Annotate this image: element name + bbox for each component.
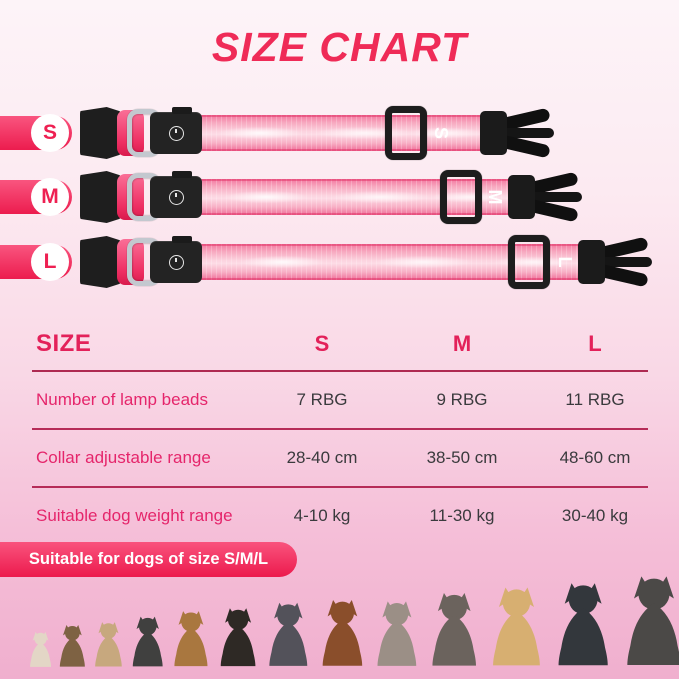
row-label: Number of lamp beads: [36, 390, 208, 409]
cell-value: 9 RBG: [436, 390, 488, 409]
buckle-base: [480, 111, 507, 155]
dog-chow-mix-brown: [315, 570, 370, 668]
cell-value: 7 RBG: [296, 390, 348, 409]
size-table-header: SIZE S M L: [32, 318, 648, 372]
dog-size-lineup: [26, 534, 679, 668]
collar-size-letter-l: L: [555, 256, 575, 268]
collar-adjuster-slider: [440, 170, 482, 224]
collar-adjuster-slider: [508, 235, 550, 289]
buckle-prong-center: [502, 128, 554, 138]
page-title: SIZE CHART: [211, 24, 468, 70]
cell-value: 11-30 kg: [429, 506, 495, 525]
collar-size-letter-s: S: [431, 126, 451, 139]
table-row-adjustable-range: Collar adjustable range 28-40 cm 38-50 c…: [32, 430, 648, 488]
size-table: SIZE S M L Number of lamp beads 7 RBG 9 …: [32, 318, 648, 544]
dog-shih-tzu: [90, 602, 127, 668]
dog-pitbull: [424, 560, 484, 668]
collar-battery-box: [150, 107, 202, 154]
size-table-header-col-m: M: [452, 331, 472, 356]
cell-value: 28-40 cm: [286, 448, 358, 467]
buckle-base: [508, 175, 535, 219]
row-label: Collar adjustable range: [36, 448, 211, 467]
collar-size-letter-m: M: [485, 189, 505, 205]
dog-french-bulldog: [127, 594, 168, 668]
collar-image-l: L: [0, 227, 679, 297]
buckle-prong-center: [530, 192, 582, 202]
collar-battery-box: [150, 236, 202, 283]
collar-buckle-male: [508, 162, 590, 232]
dog-husky: [549, 546, 617, 668]
dog-chihuahua: [26, 616, 55, 668]
dog-husky-puppy: [370, 572, 424, 668]
size-badge-m: M: [31, 178, 69, 216]
power-button-icon: [168, 254, 184, 270]
collar-led-strap: [196, 115, 486, 151]
collar-adjuster-slider: [385, 106, 427, 160]
collar-led-strap: [196, 244, 588, 280]
row-label: Suitable dog weight range: [36, 506, 233, 525]
dog-cocker-spaniel: [262, 574, 315, 668]
size-badge-ribbon-l: L: [0, 243, 72, 281]
suitability-banner-text: Suitable for dogs of size S/M/L: [28, 550, 269, 568]
dog-golden-retriever: [484, 552, 549, 668]
buckle-base: [578, 240, 605, 284]
suitability-banner: Suitable for dogs of size S/M/L: [0, 542, 297, 577]
table-row-lamp-beads: Number of lamp beads 7 RBG 9 RBG 11 RBG: [32, 372, 648, 430]
size-table-header-label: SIZE: [36, 330, 92, 357]
collar-led-strap: [196, 179, 514, 215]
collar-row-m: M M: [0, 162, 679, 232]
cell-value: 38-50 cm: [426, 448, 498, 467]
cell-value: 48-60 cm: [559, 448, 631, 467]
power-button-icon: [168, 125, 184, 141]
collar-battery-box: [150, 171, 202, 218]
cell-value: 11 RBG: [565, 390, 625, 409]
dog-cane-corso: [617, 536, 679, 668]
dog-yorkshire-terrier: [55, 606, 90, 668]
size-badge-l: L: [31, 243, 69, 281]
collar-image-m: M: [0, 162, 679, 232]
size-badge-ribbon-m: M: [0, 178, 72, 216]
table-row-dog-weight: Suitable dog weight range 4-10 kg 11-30 …: [32, 488, 648, 544]
collar-row-l: L L: [0, 227, 679, 297]
size-badge-s: S: [31, 114, 69, 152]
cell-value: 30-40 kg: [561, 506, 629, 525]
dog-beagle: [168, 586, 214, 668]
power-button-icon: [168, 189, 184, 205]
cell-value: 4-10 kg: [293, 506, 351, 525]
collar-row-s: S S: [0, 98, 679, 168]
buckle-prong-center: [600, 257, 652, 267]
size-table-header-col-l: L: [588, 331, 602, 356]
size-table-header-col-s: S: [314, 331, 330, 356]
dog-shiba-inu-black: [214, 582, 262, 668]
collar-buckle-male: [480, 98, 562, 168]
collar-buckle-male: [578, 227, 660, 297]
collar-image-s: S: [0, 98, 679, 168]
size-badge-ribbon-s: S: [0, 114, 72, 152]
